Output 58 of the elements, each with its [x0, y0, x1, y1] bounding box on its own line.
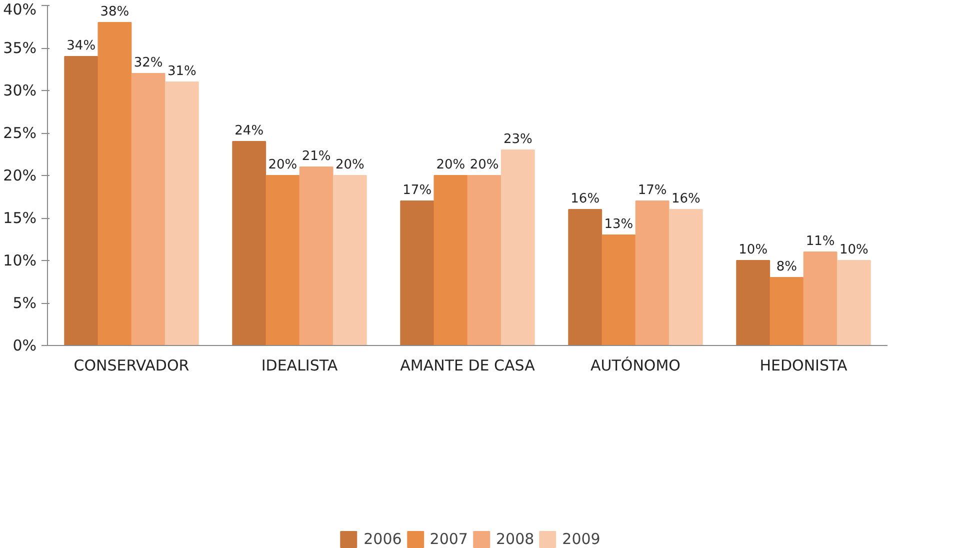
x-tick-label: CONSERVADOR	[74, 356, 190, 374]
y-tick-label: 0%	[12, 336, 36, 354]
bar	[434, 175, 468, 346]
y-tick-label: 15%	[3, 209, 37, 227]
x-tick-label: HEDONISTA	[760, 356, 848, 374]
bar	[770, 277, 804, 346]
data-label: 34%	[66, 38, 96, 54]
bar	[467, 175, 502, 346]
data-label: 13%	[604, 217, 634, 232]
y-tick-label: 20%	[3, 166, 37, 184]
bar	[232, 141, 266, 346]
bar	[98, 22, 132, 346]
x-tick-label: AMANTE DE CASA	[400, 356, 536, 374]
bar	[602, 234, 636, 346]
data-label: 20%	[470, 158, 499, 172]
data-label: 8%	[776, 260, 798, 274]
data-label: 17%	[402, 183, 432, 198]
bar	[500, 150, 535, 346]
bar	[332, 175, 367, 346]
x-tick-label: AUTÓNOMO	[590, 356, 681, 374]
data-label: 31%	[167, 64, 196, 79]
data-label: 11%	[806, 234, 835, 249]
bar	[299, 166, 334, 346]
bar	[635, 200, 670, 346]
data-label: 21%	[302, 149, 331, 164]
bar	[266, 175, 300, 346]
legend-label: 2009	[562, 530, 600, 548]
data-label: 24%	[234, 124, 264, 138]
data-label: 16%	[570, 192, 600, 206]
data-label: 10%	[839, 242, 868, 258]
legend-label: 2006	[364, 530, 402, 548]
bar	[568, 209, 602, 346]
data-label: 20%	[436, 158, 466, 172]
y-tick-label: 35%	[3, 39, 37, 57]
y-tick-label: 25%	[3, 124, 37, 142]
data-label: 20%	[335, 158, 364, 172]
x-tick-label: IDEALISTA	[261, 356, 338, 374]
y-tick-label: 10%	[3, 252, 37, 270]
data-label: 23%	[503, 132, 532, 147]
data-label: 10%	[738, 242, 768, 258]
bar	[836, 260, 871, 346]
bar	[64, 56, 98, 346]
data-label: 38%	[100, 4, 130, 20]
data-label: 20%	[268, 158, 298, 172]
y-tick-label: 5%	[12, 294, 36, 312]
bar	[668, 209, 703, 346]
bar	[803, 252, 838, 346]
bar	[131, 73, 166, 346]
bar	[736, 260, 770, 346]
data-label: 17%	[638, 183, 667, 198]
y-tick-label: 40%	[3, 0, 37, 18]
legend-label: 2008	[496, 530, 534, 548]
y-tick-label: 30%	[3, 82, 37, 100]
data-label: 32%	[134, 56, 163, 70]
bar	[400, 200, 434, 346]
data-label: 16%	[671, 192, 700, 206]
bar	[164, 82, 199, 346]
legend-label: 2007	[430, 530, 468, 548]
